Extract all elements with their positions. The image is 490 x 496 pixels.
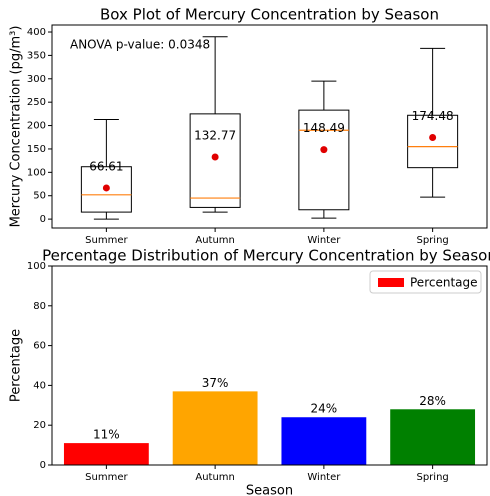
x-tick-label: Autumn — [195, 235, 235, 246]
chart-title: Percentage Distribution of Mercury Conce… — [42, 247, 490, 265]
chart-title: Box Plot of Mercury Concentration by Sea… — [100, 6, 439, 24]
x-tick-label: Summer — [85, 472, 128, 483]
mean-label: 148.49 — [303, 121, 345, 135]
y-tick-label: 350 — [27, 50, 46, 61]
value-label: 24% — [311, 402, 338, 416]
annotation: ANOVA p-value: 0.0348 — [70, 38, 210, 52]
y-tick-label: 20 — [33, 420, 46, 431]
y-tick-label: 200 — [27, 121, 46, 132]
plot-frame — [51, 24, 488, 229]
x-tick-label: Summer — [85, 235, 128, 246]
y-tick-label: 250 — [27, 97, 46, 108]
y-tick-label: 100 — [27, 261, 46, 272]
value-label: 11% — [93, 428, 120, 442]
y-tick-label: 40 — [33, 380, 46, 391]
bar — [281, 417, 367, 465]
y-axis-label: Mercury Concentration (pg/m³) — [9, 26, 24, 228]
x-tick-label: Winter — [307, 235, 341, 246]
value-label: 37% — [202, 376, 229, 390]
mean-label: 66.61 — [89, 159, 123, 173]
x-tick-label: Spring — [416, 235, 448, 246]
y-tick-label: 0 — [40, 214, 46, 225]
legend-frame — [369, 270, 482, 294]
y-tick-label: 400 — [27, 27, 46, 38]
mean — [102, 184, 110, 192]
legend-swatch — [378, 278, 404, 287]
x-tick-label: Spring — [416, 472, 448, 483]
box — [80, 166, 132, 213]
box — [298, 109, 350, 211]
y-axis-label: Percentage — [9, 329, 24, 402]
plot-frame — [51, 265, 488, 466]
x-axis-label: Season — [246, 484, 293, 496]
y-tick-label: 80 — [33, 301, 46, 312]
bar — [63, 443, 149, 465]
bar — [172, 391, 258, 465]
y-tick-label: 0 — [40, 460, 46, 471]
mean-label: 132.77 — [194, 129, 236, 143]
mean — [320, 146, 328, 154]
mean — [429, 134, 437, 142]
y-tick-label: 150 — [27, 144, 46, 155]
mean-label: 174.48 — [412, 109, 454, 123]
y-tick-label: 300 — [27, 74, 46, 85]
legend-label: Percentage — [410, 276, 478, 290]
box — [407, 114, 459, 169]
x-tick-label: Winter — [307, 472, 341, 483]
x-tick-label: Autumn — [195, 472, 235, 483]
y-tick-label: 50 — [33, 191, 46, 202]
box — [189, 113, 241, 208]
y-tick-label: 100 — [27, 167, 46, 178]
bar — [390, 409, 476, 465]
value-label: 28% — [419, 394, 446, 408]
mean — [211, 153, 219, 161]
y-tick-label: 60 — [33, 341, 46, 352]
